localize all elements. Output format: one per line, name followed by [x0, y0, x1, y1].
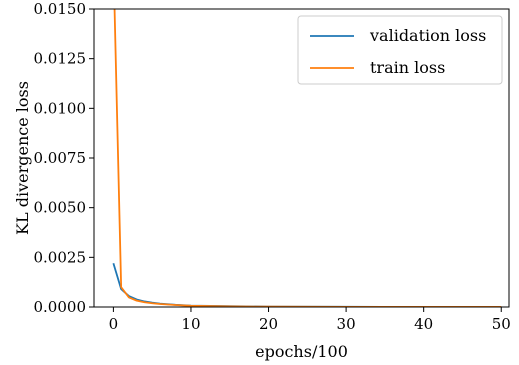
- x-tick-label: 0: [109, 315, 119, 333]
- y-tick-label: 0.0050: [34, 199, 87, 217]
- y-tick-label: 0.0025: [34, 248, 87, 266]
- y-tick-label: 0.0125: [34, 50, 87, 68]
- series-line-validation-loss: [112, 263, 502, 307]
- legend: validation loss train loss: [297, 15, 503, 85]
- legend-box: [297, 15, 503, 85]
- y-axis-label: KL divergence loss: [13, 81, 32, 235]
- x-tick-label: 40: [414, 315, 433, 333]
- axes-layer: 0 10 20 30 40 50 0.0000 0.0025 0.0050 0.0075 0.010…: [34, 0, 511, 333]
- legend-label-validation-loss: validation loss: [369, 26, 486, 45]
- x-tick-label: 50: [492, 315, 511, 333]
- x-tick-label: 10: [181, 315, 200, 333]
- y-tick-label: 0.0000: [34, 298, 87, 316]
- y-tick-label: 0.0150: [34, 0, 87, 18]
- x-axis-label: epochs/100: [255, 342, 348, 361]
- y-tick-label: 0.0100: [34, 99, 87, 117]
- legend-label-train-loss: train loss: [370, 58, 445, 77]
- x-tick-label: 20: [259, 315, 278, 333]
- y-tick-label: 0.0075: [34, 149, 87, 167]
- x-tick-label: 30: [337, 315, 356, 333]
